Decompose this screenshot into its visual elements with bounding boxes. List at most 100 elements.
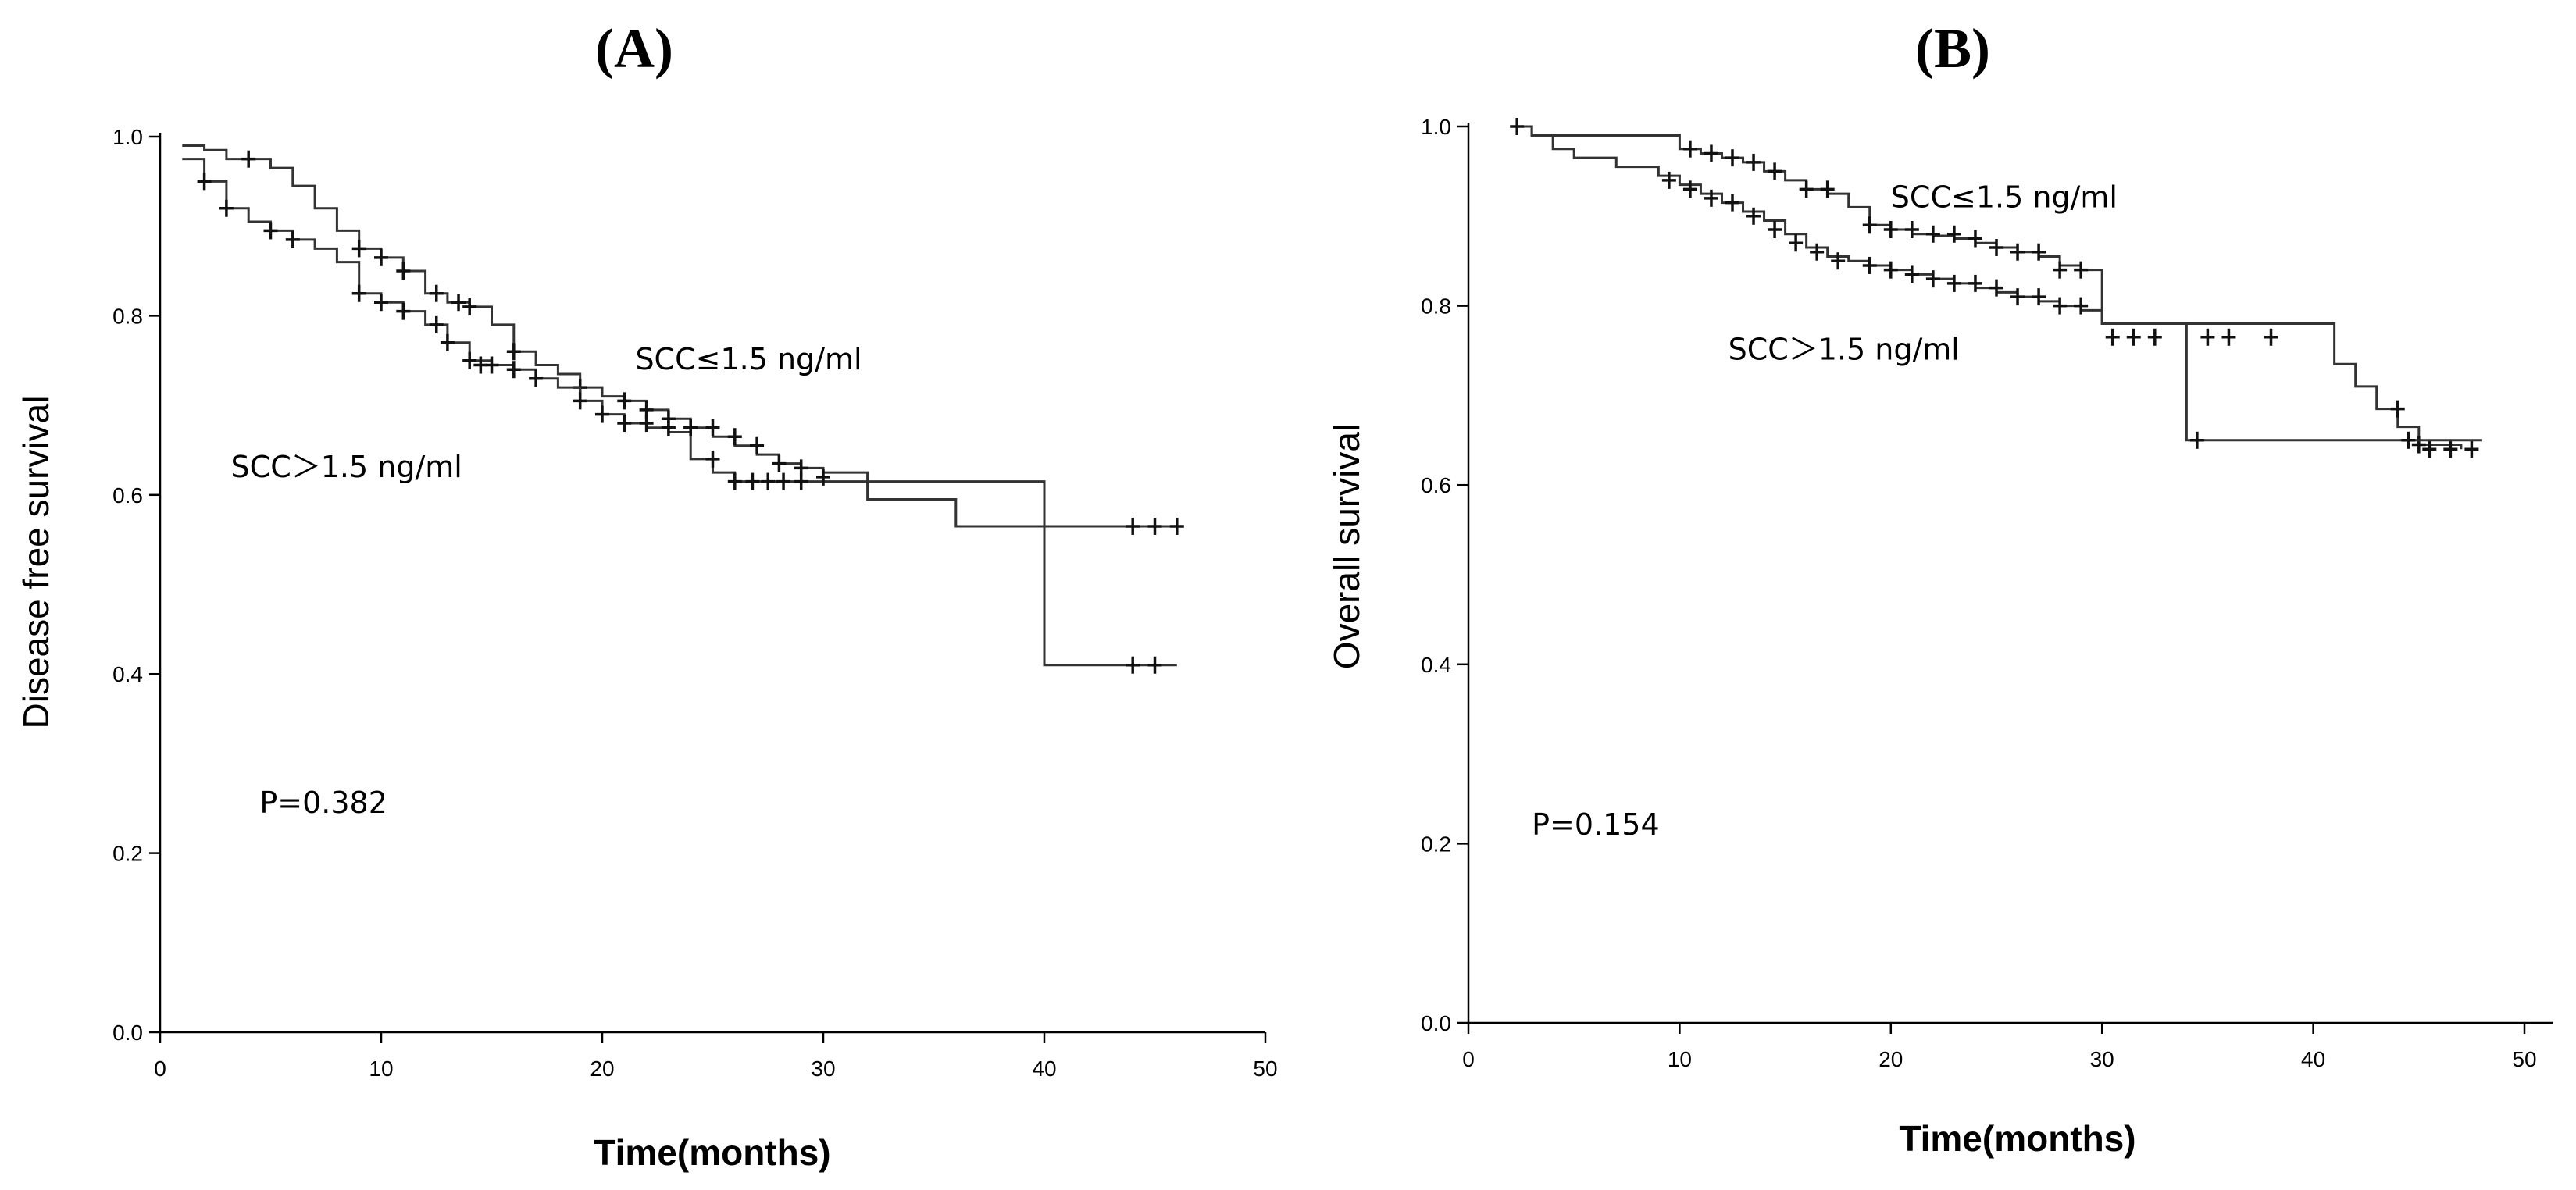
panel-a-censor-mark (396, 302, 411, 320)
panel-b-censor-mark (2422, 440, 2437, 458)
panel-a-censor-mark (1126, 656, 1140, 674)
panel-a-y-tick-label: 0.6 (112, 483, 143, 508)
panel-b-censor-mark (1510, 118, 1525, 135)
panel-a-censor-mark (794, 472, 808, 490)
panel-b-x-tick-label: 50 (2512, 1047, 2536, 1071)
panel-b-censor-mark (1883, 221, 1898, 239)
panel-a-censor-mark (1169, 517, 1184, 535)
panel-b-censor-mark (2010, 243, 2025, 261)
panel-a-censor-mark (429, 315, 444, 333)
panel-b-censor-mark (2390, 400, 2405, 418)
panel-a-censor-mark (529, 369, 544, 387)
panel-b-annotation: SCC＞1.5 ng/ml (1729, 332, 1960, 366)
panel-b-censor-mark (1904, 221, 1919, 239)
panel-b-censor-mark (1682, 140, 1697, 158)
panel-b-y-tick-label: 0.8 (1421, 294, 1451, 319)
panel-b-censor-mark (2053, 261, 2068, 279)
panel-a-annotation: SCC＞1.5 ng/ml (231, 450, 462, 484)
panel-a-plot-area: 0 10 20 30 40 50 0.0 0.2 0.4 0.6 0.8 1.0 SCC≤1.5 ng/… (112, 125, 1278, 1081)
panel-a-censor-mark (727, 472, 742, 490)
panel-a-y-tick-label: 0.8 (112, 304, 143, 328)
panel-a-censor-mark (462, 351, 477, 369)
panel-b-censor-mark (2074, 261, 2089, 279)
panel-a-censor-mark (1126, 517, 1140, 535)
panel-b-censor-mark (2053, 297, 2068, 315)
panel-a-censor-mark (484, 356, 499, 374)
panel-b-censor-mark (2411, 436, 2426, 454)
panel-b-censor-mark (2200, 328, 2215, 346)
panel-a-censor-mark (745, 472, 760, 490)
panel-a-censor-mark (351, 240, 366, 258)
panel-b-censor-mark (1925, 225, 1940, 243)
panel-b-censor-mark (1968, 274, 1982, 292)
panel-a-censor-mark (374, 248, 388, 266)
panel-b-censor-mark (1799, 180, 1814, 198)
panel-a-censor-mark (761, 472, 776, 490)
panel-b-censor-mark (1946, 274, 1961, 292)
panel-b-x-tick-label: 10 (1668, 1047, 1692, 1071)
panel-a-censor-mark (351, 284, 366, 302)
panel-b-plot-area: 0 10 20 30 40 50 0.0 0.2 0.4 0.6 0.8 1.0 SCC≤1.5 ng/… (1421, 115, 2553, 1071)
panel-b-label: (B) (1915, 17, 1990, 80)
panel-b-x-tick-label: 0 (1462, 1047, 1475, 1071)
panel-a-censor-mark (374, 294, 388, 312)
panel-a-censor-mark (1147, 656, 1162, 674)
panel-a-x-tick-label: 20 (590, 1056, 614, 1081)
panel-b-censor-mark (2032, 243, 2046, 261)
panel-a-censor-mark (462, 298, 477, 315)
panel-a-censor-mark (440, 333, 455, 351)
panel-b-x-tick-label: 20 (1878, 1047, 1903, 1071)
panel-a-annotation: P=0.382 (259, 786, 387, 820)
panel-b-censor-mark (2221, 328, 2236, 346)
panel-b-censor-mark (2147, 328, 2162, 346)
panel-a-censor-mark (661, 419, 676, 436)
panel-a-annotation: SCC≤1.5 ng/ml (635, 342, 862, 376)
panel-b-censor-mark (1746, 207, 1761, 225)
panel-b-censor-mark (2464, 440, 2479, 458)
panel-b-censor-mark (2105, 328, 2120, 346)
panel-b-censor-mark (1989, 238, 2003, 256)
panel-b-censor-mark (2074, 297, 2089, 315)
panel-a-censor-mark (506, 343, 521, 361)
panel-a-censor-mark (639, 415, 654, 433)
panel-a-censor-mark (506, 361, 521, 379)
panel-a-censor-mark (816, 468, 830, 486)
panel-b-censor-mark (1925, 270, 1940, 288)
panel-b-censor-mark (1831, 252, 1846, 270)
panel-a-label: (A) (595, 17, 673, 80)
panel-b-censor-mark (1768, 221, 1782, 239)
panel-b-censor-mark (1682, 180, 1697, 198)
panel-a-censor-mark (573, 392, 587, 410)
panel-b-censor-mark (2189, 431, 2204, 449)
panel-a-censor-mark (772, 454, 787, 472)
panel-a-censor-mark (617, 415, 632, 433)
panel-a-disease-free-survival: (A) Time(months) Disease free survival 0… (16, 17, 1278, 1173)
panel-a-censor-mark (617, 392, 632, 410)
panel-b-annotation: SCC≤1.5 ng/ml (1891, 180, 2118, 214)
panel-a-censor-mark (705, 419, 720, 436)
panel-b-overall-survival: (B) Time(months) Overall survival 0 10 20 3… (1326, 17, 2553, 1159)
panel-b-censor-mark (2264, 328, 2278, 346)
panel-b-censor-mark (1946, 225, 1961, 243)
panel-a-x-tick-label: 10 (369, 1056, 393, 1081)
panel-b-censor-mark (1789, 234, 1804, 252)
panel-a-censor-mark (683, 419, 698, 436)
panel-b-x-axis-title: Time(months) (1899, 1118, 2135, 1159)
panel-a-censor-mark (429, 284, 444, 302)
panel-a-y-tick-label: 0.0 (112, 1021, 143, 1045)
panel-b-x-tick-label: 30 (2090, 1047, 2114, 1071)
panel-a-censor-mark (241, 150, 256, 168)
panel-a-x-tick-label: 0 (154, 1056, 166, 1081)
panel-b-censor-mark (1862, 256, 1877, 274)
panel-a-y-tick-label: 0.2 (112, 842, 143, 866)
panel-b-censor-mark (1883, 261, 1898, 279)
panel-b-y-tick-label: 1.0 (1421, 115, 1451, 139)
panel-b-censor-mark (1725, 194, 1739, 212)
panel-b-y-tick-label: 0.4 (1421, 653, 1451, 677)
panel-a-censor-mark (396, 262, 411, 280)
panel-b-censor-mark (2401, 431, 2416, 449)
panel-b-censor-mark (1661, 171, 1676, 189)
panel-a-y-axis-title: Disease free survival (16, 396, 56, 729)
panel-a-x-tick-label: 40 (1032, 1056, 1056, 1081)
